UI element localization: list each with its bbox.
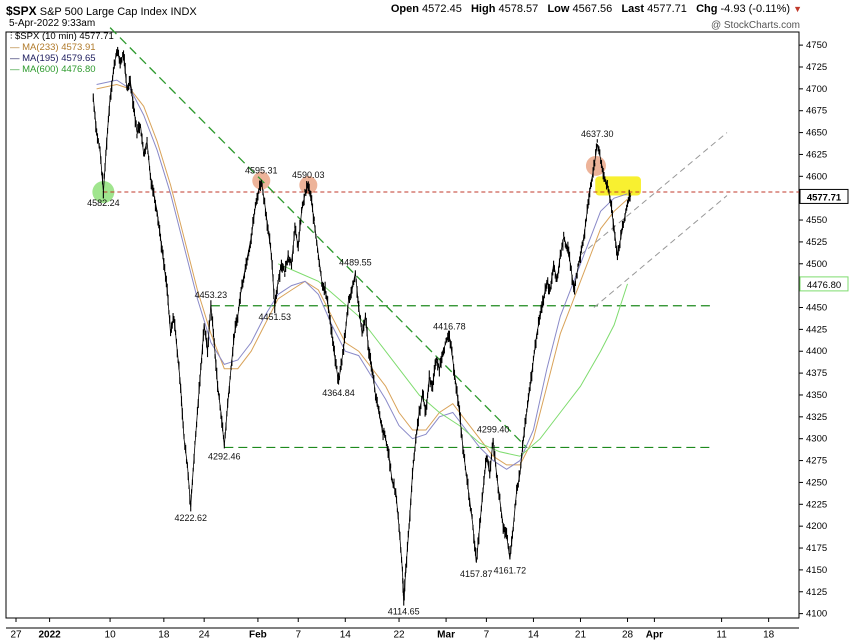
highlight-zone <box>595 176 641 196</box>
y-tick-label: 4550 <box>806 215 827 226</box>
y-tick-label: 4300 <box>806 434 827 445</box>
watermark: @ StockCharts.com <box>710 20 800 31</box>
index-name: S&P 500 Large Cap Index <box>39 6 168 18</box>
y-tick-label: 4650 <box>806 128 827 139</box>
channel-lower <box>593 195 728 308</box>
y-tick-label: 4400 <box>806 346 827 357</box>
y-tick-label: 4525 <box>806 237 827 248</box>
channel-upper <box>580 132 728 256</box>
price-annotation: 4637.30 <box>581 129 614 139</box>
x-tick-label: 11 <box>716 629 727 640</box>
high-value: 4578.57 <box>498 3 539 15</box>
y-tick-label: 4350 <box>806 390 827 401</box>
legend-ma600: — MA(600) 4476.80 <box>10 64 96 75</box>
last-value-box <box>799 276 849 292</box>
last-value-label: 4476.80 <box>807 280 841 291</box>
last-value-label: 4577.71 <box>807 192 842 203</box>
price-annotation: 4292.46 <box>208 452 241 462</box>
y-tick-label: 4375 <box>806 368 827 379</box>
y-tick-label: 4325 <box>806 412 827 423</box>
x-tick-label: 2022 <box>38 629 61 640</box>
y-tick-label: 4150 <box>806 565 827 576</box>
x-tick-label: Mar <box>437 629 455 640</box>
price-annotation: 4595.31 <box>245 166 278 176</box>
x-tick-label: 18 <box>158 629 170 640</box>
x-tick-label: 27 <box>10 629 22 640</box>
ma195-line <box>96 79 628 470</box>
y-tick-label: 4600 <box>806 171 827 182</box>
y-tick-label: 4425 <box>806 324 827 335</box>
price-annotation: 4582.24 <box>87 198 120 208</box>
plot-frame <box>5 31 800 619</box>
y-tick-label: 4100 <box>806 609 827 620</box>
price-annotation: 4299.40 <box>477 425 510 435</box>
last-value-box <box>799 188 849 204</box>
price-annotation: 4114.65 <box>388 607 420 617</box>
price-annotation: 4157.87 <box>460 569 493 579</box>
y-tick-label: 4500 <box>806 259 827 270</box>
y-tick-label: 4700 <box>806 84 827 95</box>
datetime: 5-Apr-2022 9:33am <box>9 18 96 29</box>
downtrend-line <box>109 27 528 448</box>
chg-value: -4.93 (-0.11%) <box>720 3 791 15</box>
price-annotation: 4416.78 <box>433 321 466 331</box>
x-tick-label: 10 <box>105 629 117 640</box>
y-tick-label: 4125 <box>806 587 827 598</box>
x-tick-label: 28 <box>622 629 634 640</box>
symbol: $SPX <box>6 4 37 18</box>
down-arrow-icon: ▼ <box>793 4 802 14</box>
x-tick-label: 22 <box>393 629 405 640</box>
price-annotation: 4451.53 <box>258 312 291 322</box>
y-tick-label: 4200 <box>806 521 827 532</box>
x-tick-label: 24 <box>199 629 211 640</box>
y-tick-label: 4275 <box>806 456 827 467</box>
quote-bar: Open 4572.45 High 4578.57 Low 4567.56 La… <box>390 3 802 15</box>
ma600-line <box>277 263 628 457</box>
y-tick-label: 4750 <box>806 40 827 51</box>
y-tick-label: 4450 <box>806 303 827 314</box>
legend: ⫶ $SPX (10 min) 4577.71 — MA(233) 4573.9… <box>10 31 114 75</box>
legend-ma195: — MA(195) 4579.65 <box>10 53 96 64</box>
exchange: INDX <box>170 6 197 18</box>
y-tick-label: 4725 <box>806 62 827 73</box>
y-tick-label: 4175 <box>806 543 827 554</box>
x-tick-label: Apr <box>646 629 663 640</box>
low-value: 4567.56 <box>572 3 613 15</box>
price-annotation: 4489.55 <box>339 258 372 268</box>
chart-title: $SPX S&P 500 Large Cap Index INDX <box>6 4 197 18</box>
x-tick-label: Feb <box>249 629 267 640</box>
x-tick-label: 18 <box>763 629 775 640</box>
last-value: 4577.71 <box>647 3 687 15</box>
x-tick-label: 14 <box>340 629 352 640</box>
y-tick-label: 4250 <box>806 477 827 488</box>
y-tick-label: 4675 <box>806 106 827 117</box>
x-tick-label: 7 <box>295 629 301 640</box>
y-tick-label: 4225 <box>806 499 827 510</box>
price-annotation: 4453.23 <box>195 290 228 300</box>
price-annotation: 4222.62 <box>174 513 207 523</box>
x-tick-label: 7 <box>484 629 490 640</box>
open-value: 4572.45 <box>422 3 462 15</box>
x-tick-label: 21 <box>575 629 587 640</box>
candle-icon: ⫶ <box>10 31 13 42</box>
x-tick-label: 14 <box>528 629 540 640</box>
legend-price: ⫶ $SPX (10 min) 4577.71 <box>10 31 114 42</box>
legend-ma233: — MA(233) 4573.91 <box>10 42 96 53</box>
y-tick-label: 4625 <box>806 149 827 160</box>
price-line <box>92 49 632 601</box>
price-annotation: 4590.03 <box>292 170 325 180</box>
price-annotation: 4161.72 <box>494 565 527 575</box>
price-annotation: 4364.84 <box>322 388 355 398</box>
ma233-line <box>96 83 628 466</box>
